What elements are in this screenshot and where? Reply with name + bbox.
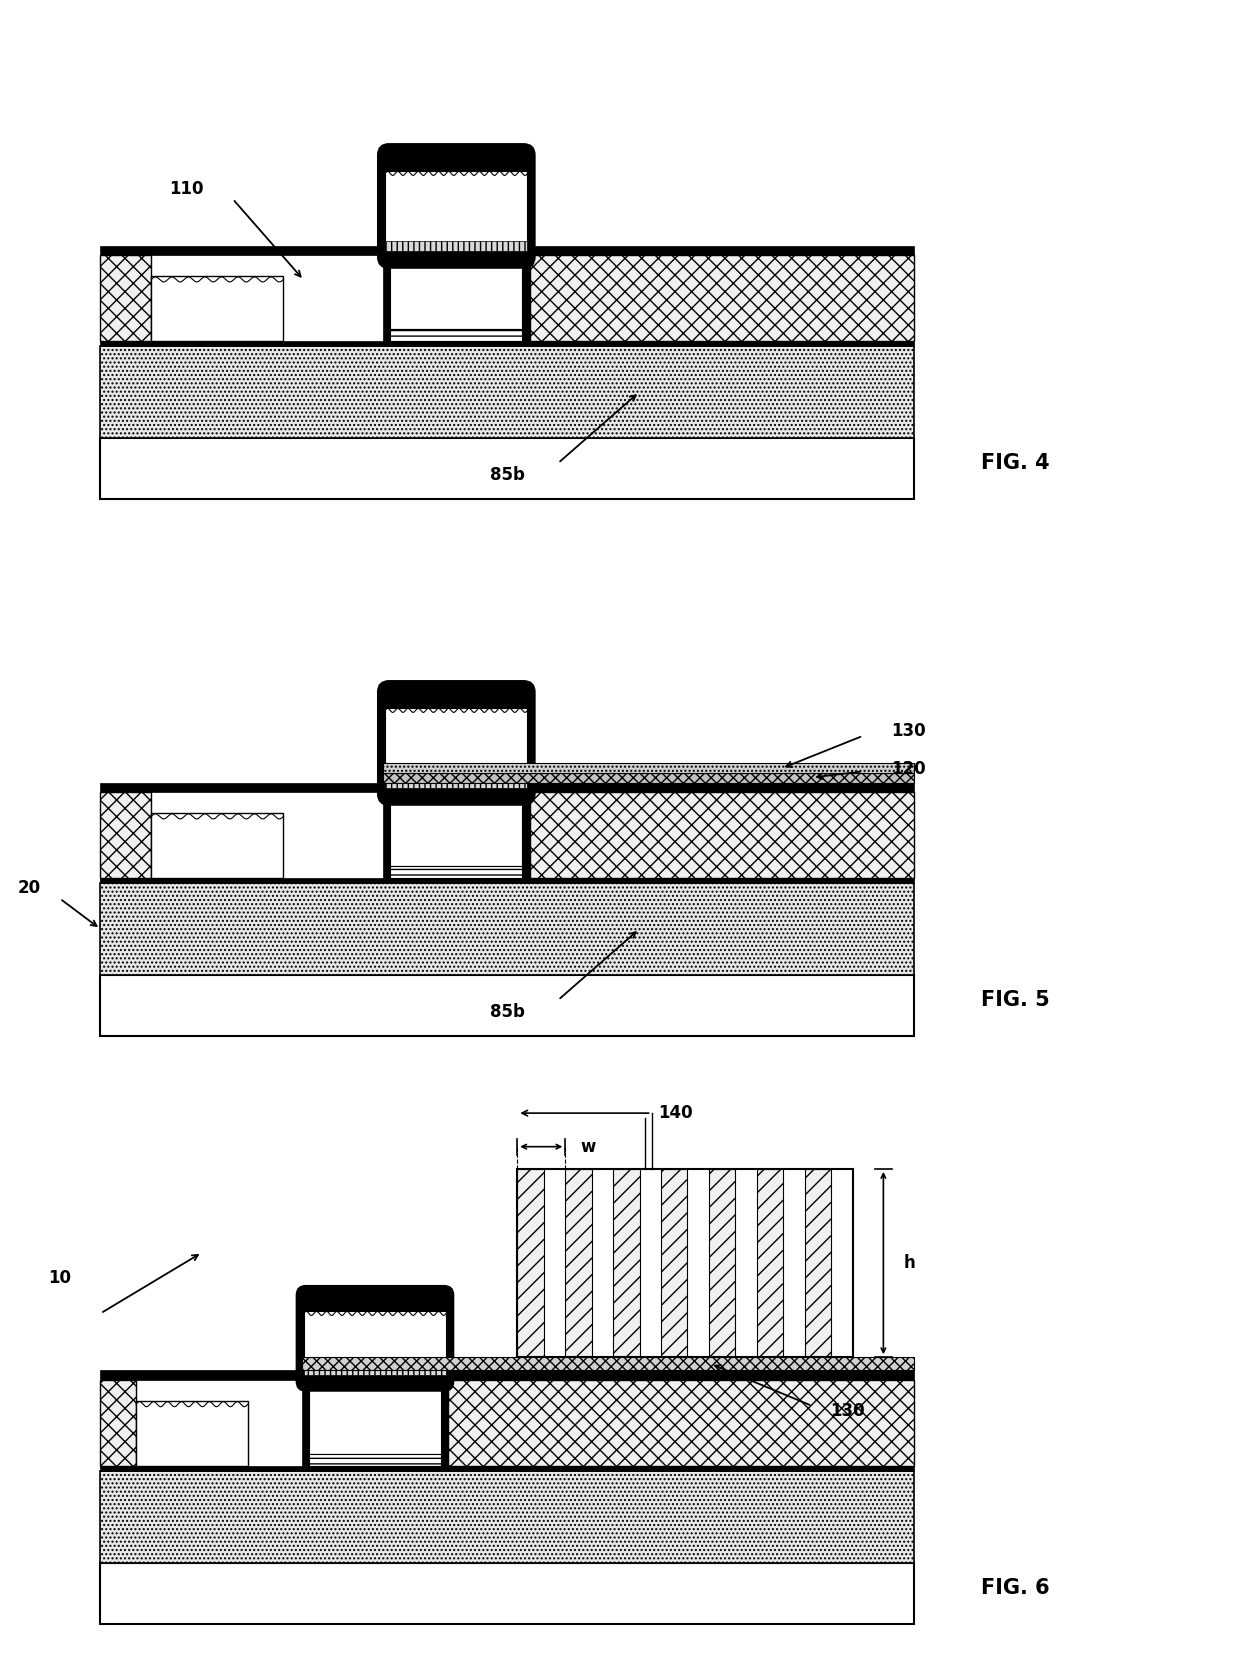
Bar xyxy=(100,975,914,1035)
Bar xyxy=(100,1472,914,1562)
Bar xyxy=(309,1453,441,1467)
Text: 10: 10 xyxy=(48,1269,71,1287)
Text: 130: 130 xyxy=(831,1403,866,1420)
Bar xyxy=(517,1170,853,1358)
Bar xyxy=(100,883,914,975)
Bar xyxy=(391,255,522,329)
Text: 20: 20 xyxy=(17,879,41,898)
Bar xyxy=(441,1379,448,1467)
Text: 85b: 85b xyxy=(490,466,525,485)
FancyBboxPatch shape xyxy=(378,144,534,268)
Text: 140: 140 xyxy=(658,1104,693,1123)
Bar xyxy=(151,814,284,878)
Bar xyxy=(100,782,914,792)
Bar xyxy=(383,255,391,341)
Bar xyxy=(100,438,914,498)
Bar xyxy=(756,1170,784,1358)
Text: 110: 110 xyxy=(170,180,205,198)
Bar xyxy=(309,1379,441,1453)
Bar xyxy=(517,1170,543,1358)
Bar xyxy=(383,792,391,878)
Bar xyxy=(100,346,914,438)
Bar xyxy=(522,792,529,878)
Bar xyxy=(304,1312,446,1376)
FancyBboxPatch shape xyxy=(378,681,534,805)
Bar xyxy=(529,792,914,878)
Bar xyxy=(100,878,914,883)
Bar xyxy=(383,774,914,782)
Bar xyxy=(100,792,151,878)
Bar xyxy=(100,1562,914,1624)
Bar xyxy=(614,1170,640,1358)
Bar xyxy=(100,341,914,346)
Bar xyxy=(386,708,527,787)
Bar xyxy=(522,255,529,341)
Bar xyxy=(386,171,527,250)
Bar xyxy=(301,1358,914,1371)
FancyBboxPatch shape xyxy=(296,1285,454,1391)
Bar xyxy=(383,763,914,774)
Bar xyxy=(151,277,284,341)
Bar xyxy=(136,1401,248,1467)
Bar xyxy=(100,1379,136,1467)
Text: FIG. 6: FIG. 6 xyxy=(981,1577,1050,1597)
Bar xyxy=(391,792,522,866)
Text: 85b: 85b xyxy=(490,1003,525,1022)
Text: w: w xyxy=(580,1138,596,1156)
Bar xyxy=(100,1467,914,1472)
Bar xyxy=(301,1379,309,1467)
Bar xyxy=(805,1170,831,1358)
Bar xyxy=(304,1366,446,1376)
Bar xyxy=(709,1170,735,1358)
Text: FIG. 4: FIG. 4 xyxy=(981,453,1050,473)
Bar xyxy=(100,245,914,255)
Bar xyxy=(391,866,522,878)
Bar xyxy=(391,329,522,341)
Text: h: h xyxy=(904,1253,915,1272)
Bar xyxy=(448,1379,914,1467)
Bar xyxy=(100,1371,914,1379)
Bar xyxy=(661,1170,687,1358)
Text: 130: 130 xyxy=(892,722,926,740)
Bar xyxy=(565,1170,591,1358)
Text: 120: 120 xyxy=(892,760,926,779)
Bar xyxy=(100,255,151,341)
Bar xyxy=(386,240,527,250)
Bar xyxy=(529,255,914,341)
Text: FIG. 5: FIG. 5 xyxy=(981,990,1050,1010)
Bar xyxy=(386,777,527,787)
